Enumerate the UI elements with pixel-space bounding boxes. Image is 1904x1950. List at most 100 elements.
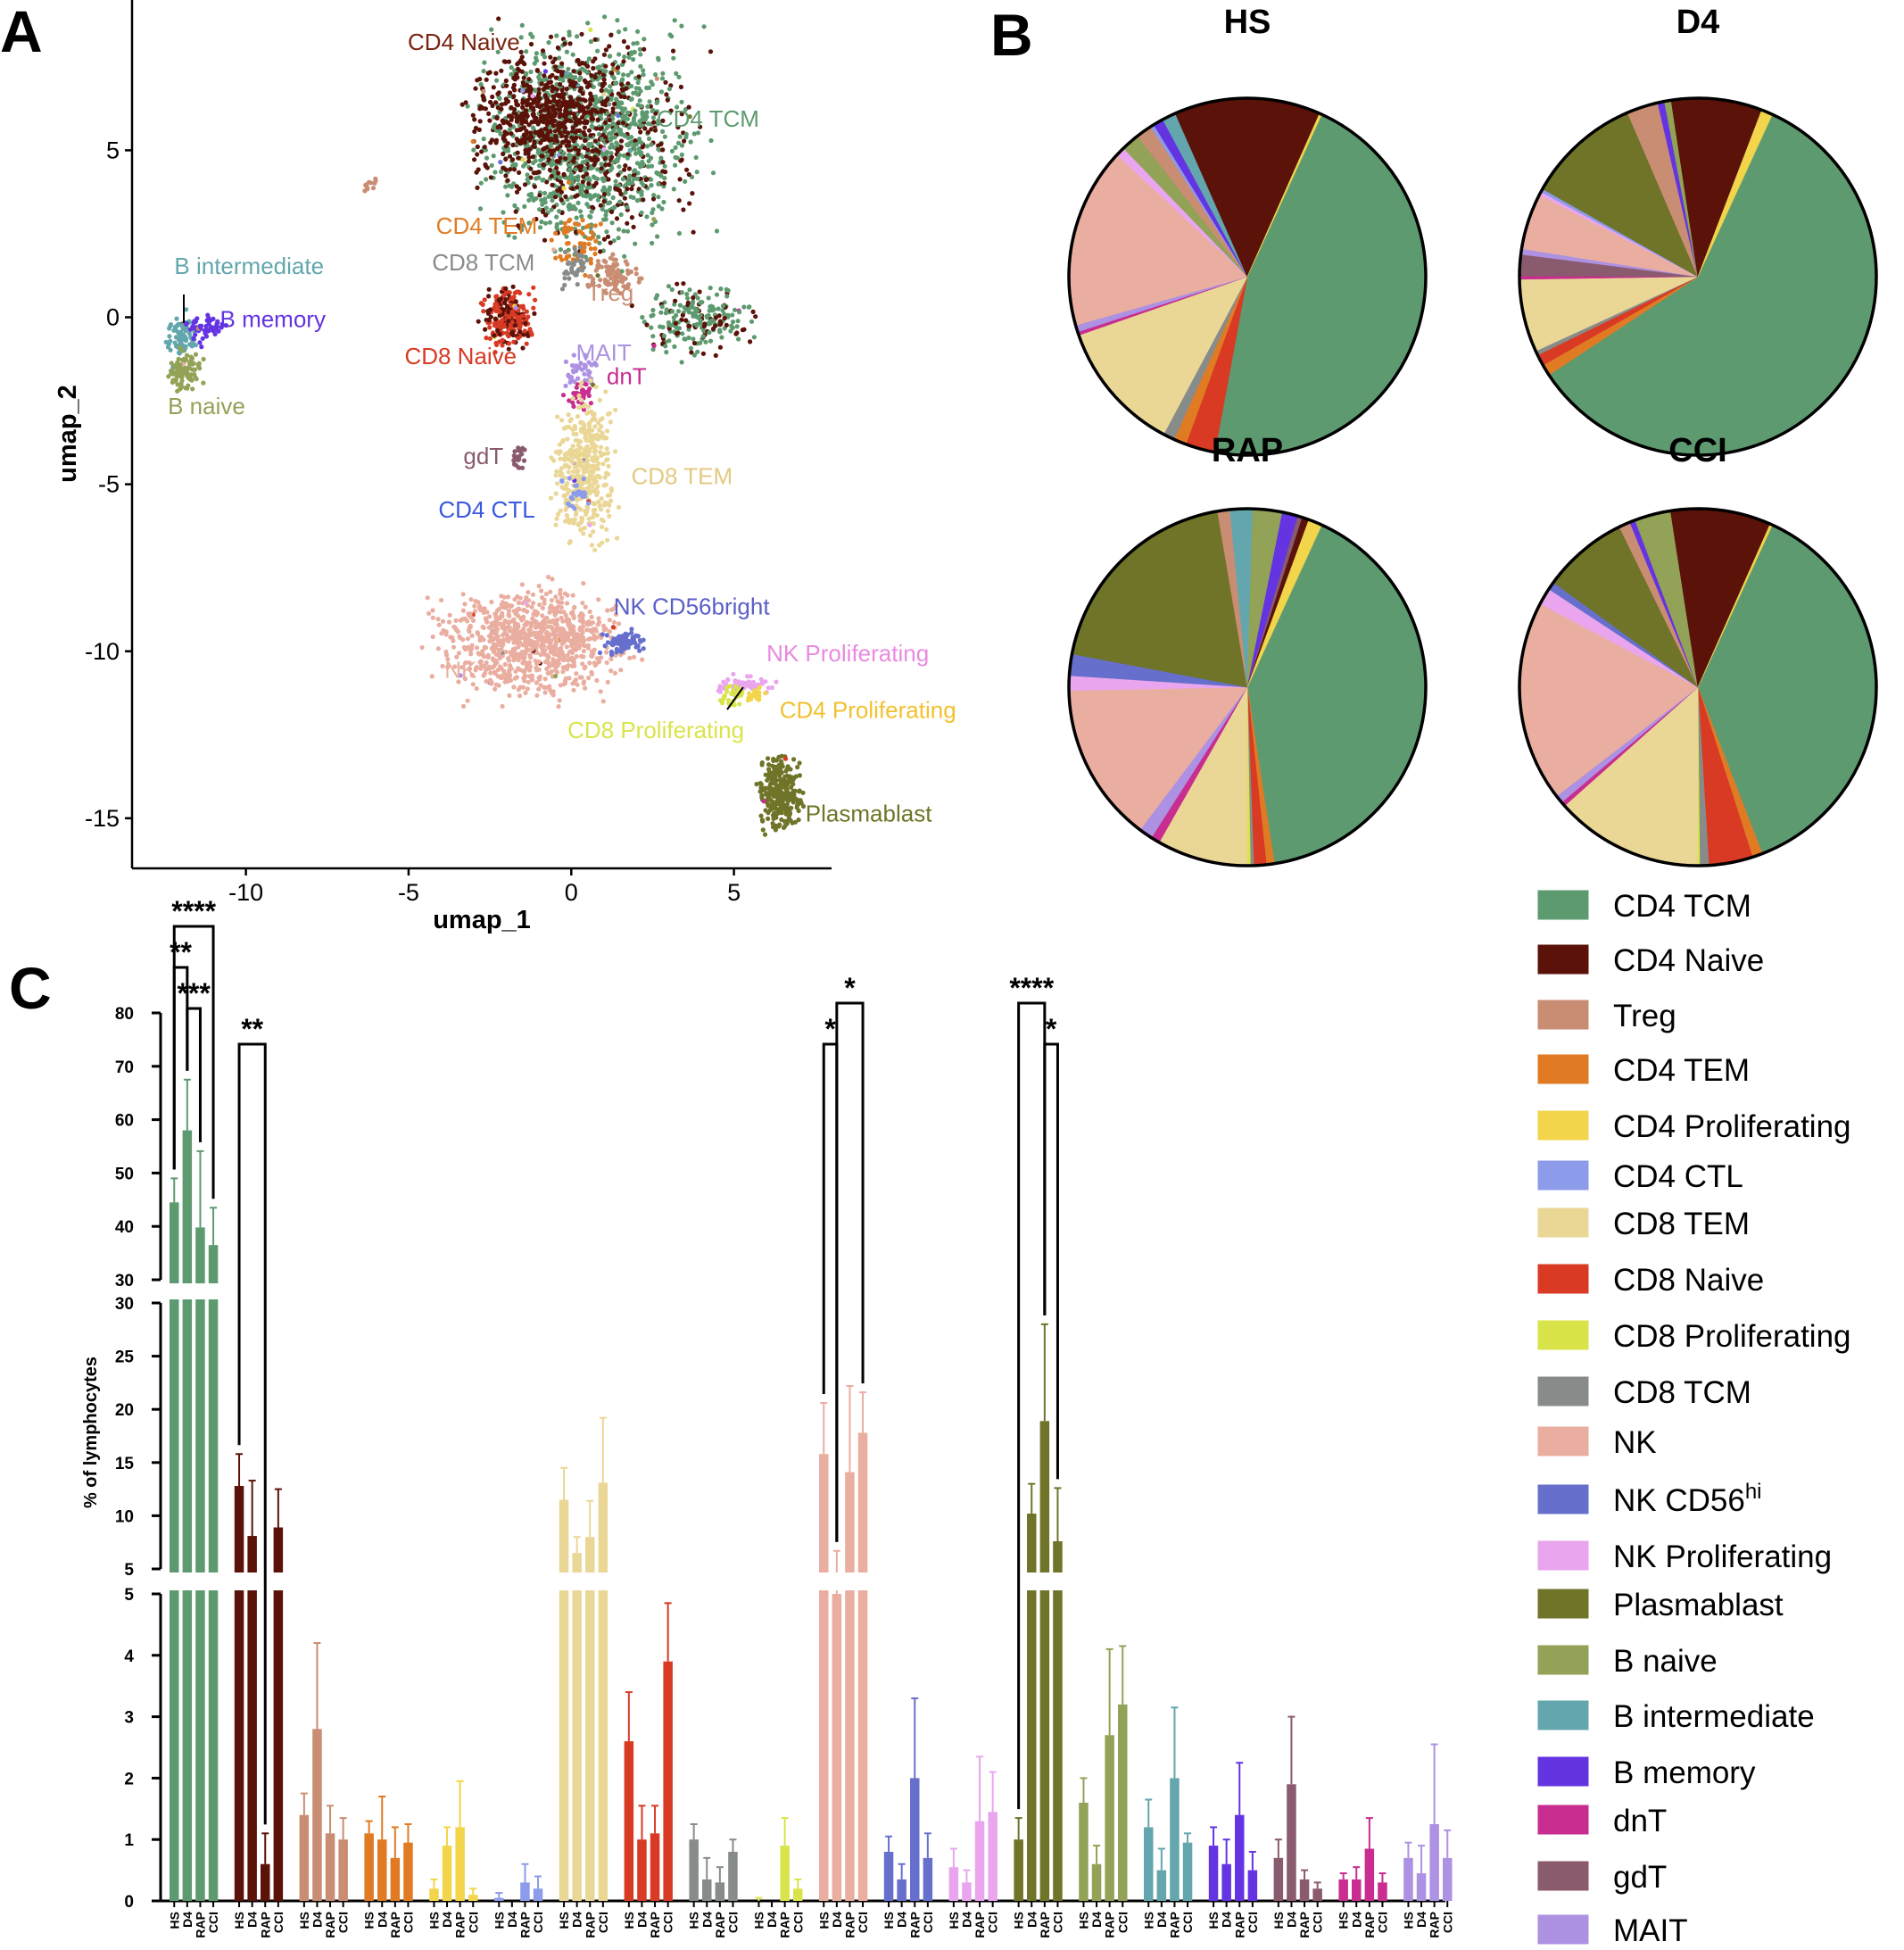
- umap-point: [476, 605, 482, 611]
- umap-point: [613, 178, 618, 184]
- umap-point: [611, 159, 617, 164]
- umap-point: [512, 235, 517, 240]
- umap-point: [631, 41, 636, 46]
- umap-point: [695, 349, 700, 354]
- umap-point: [571, 69, 576, 74]
- umap-point: [554, 646, 559, 651]
- umap-point: [559, 87, 565, 93]
- umap-point: [567, 419, 573, 424]
- umap-point: [574, 135, 579, 140]
- umap-point: [580, 661, 585, 667]
- umap-point: [788, 817, 793, 823]
- umap-point: [769, 801, 774, 807]
- umap-point: [526, 292, 532, 297]
- umap-point: [595, 167, 600, 172]
- umap-point: [616, 112, 621, 119]
- umap-point: [198, 325, 203, 330]
- umap-point: [701, 24, 707, 29]
- umap-point: [607, 118, 612, 123]
- umap-point: [797, 760, 802, 766]
- umap-point: [554, 608, 560, 614]
- umap-point: [597, 397, 602, 402]
- umap-point: [599, 524, 605, 530]
- umap-point: [550, 84, 555, 89]
- umap-point: [519, 54, 525, 60]
- umap-point: [512, 623, 517, 628]
- legend-item-treg: Treg: [1536, 999, 1676, 1033]
- umap-point: [551, 190, 557, 195]
- umap-point: [579, 420, 584, 426]
- umap-point: [631, 654, 637, 660]
- umap-point: [660, 129, 666, 134]
- umap-point: [581, 407, 587, 412]
- umap-point: [634, 198, 641, 203]
- umap-point: [563, 134, 569, 139]
- umap-point: [632, 169, 637, 174]
- umap-point: [540, 613, 545, 618]
- umap-point: [608, 168, 613, 173]
- umap-point: [522, 655, 527, 660]
- umap-point: [604, 229, 609, 235]
- umap-point: [679, 290, 684, 295]
- umap-point: [499, 102, 505, 107]
- umap-point: [566, 179, 572, 185]
- umap-point: [520, 345, 526, 351]
- umap-point: [673, 320, 679, 326]
- umap-point: [639, 210, 644, 215]
- umap-point: [538, 140, 543, 145]
- umap-point: [542, 200, 548, 205]
- umap-point: [536, 175, 542, 180]
- umap-point: [718, 286, 724, 292]
- umap-point: [645, 104, 650, 109]
- umap-point: [777, 806, 782, 811]
- umap-point: [674, 331, 680, 336]
- umap-point: [448, 635, 453, 640]
- umap-point: [488, 637, 494, 643]
- umap-point: [677, 134, 683, 139]
- umap-point: [603, 162, 608, 168]
- umap-point: [370, 186, 377, 191]
- umap-point: [573, 229, 579, 235]
- legend-swatch: [1536, 889, 1590, 921]
- umap-point: [499, 169, 504, 175]
- umap-point: [533, 99, 538, 104]
- umap-point: [583, 132, 588, 137]
- umap-point: [628, 96, 633, 102]
- umap-point: [663, 79, 668, 85]
- umap-point: [617, 183, 622, 188]
- umap-point: [762, 832, 768, 837]
- umap-point: [519, 140, 525, 145]
- umap-point: [571, 403, 576, 410]
- umap-point: [590, 204, 595, 210]
- umap-point: [529, 604, 534, 610]
- umap-point: [575, 193, 580, 198]
- umap-point: [741, 680, 746, 685]
- umap-point: [574, 473, 580, 478]
- umap-point: [199, 344, 204, 350]
- umap-point: [589, 614, 594, 620]
- umap-point: [702, 321, 708, 327]
- umap-point: [582, 111, 587, 116]
- umap-point: [166, 374, 171, 379]
- umap-point: [497, 95, 502, 102]
- umap-point: [582, 427, 587, 432]
- umap-point: [605, 608, 610, 613]
- umap-point: [517, 322, 523, 328]
- umap-point: [541, 87, 546, 92]
- umap-point: [594, 148, 600, 154]
- umap-point: [487, 118, 493, 123]
- umap-point: [557, 442, 562, 447]
- umap-point: [730, 319, 736, 325]
- umap-point: [536, 162, 542, 169]
- umap-point: [493, 671, 498, 676]
- umap-label-treg: Treg: [587, 279, 634, 306]
- umap-point: [501, 632, 506, 638]
- umap-point: [609, 220, 615, 226]
- umap-point: [737, 701, 742, 707]
- umap-point: [637, 638, 643, 643]
- umap-point: [499, 593, 504, 599]
- umap-point: [556, 600, 561, 605]
- umap-point: [581, 476, 586, 482]
- umap-point: [622, 195, 628, 201]
